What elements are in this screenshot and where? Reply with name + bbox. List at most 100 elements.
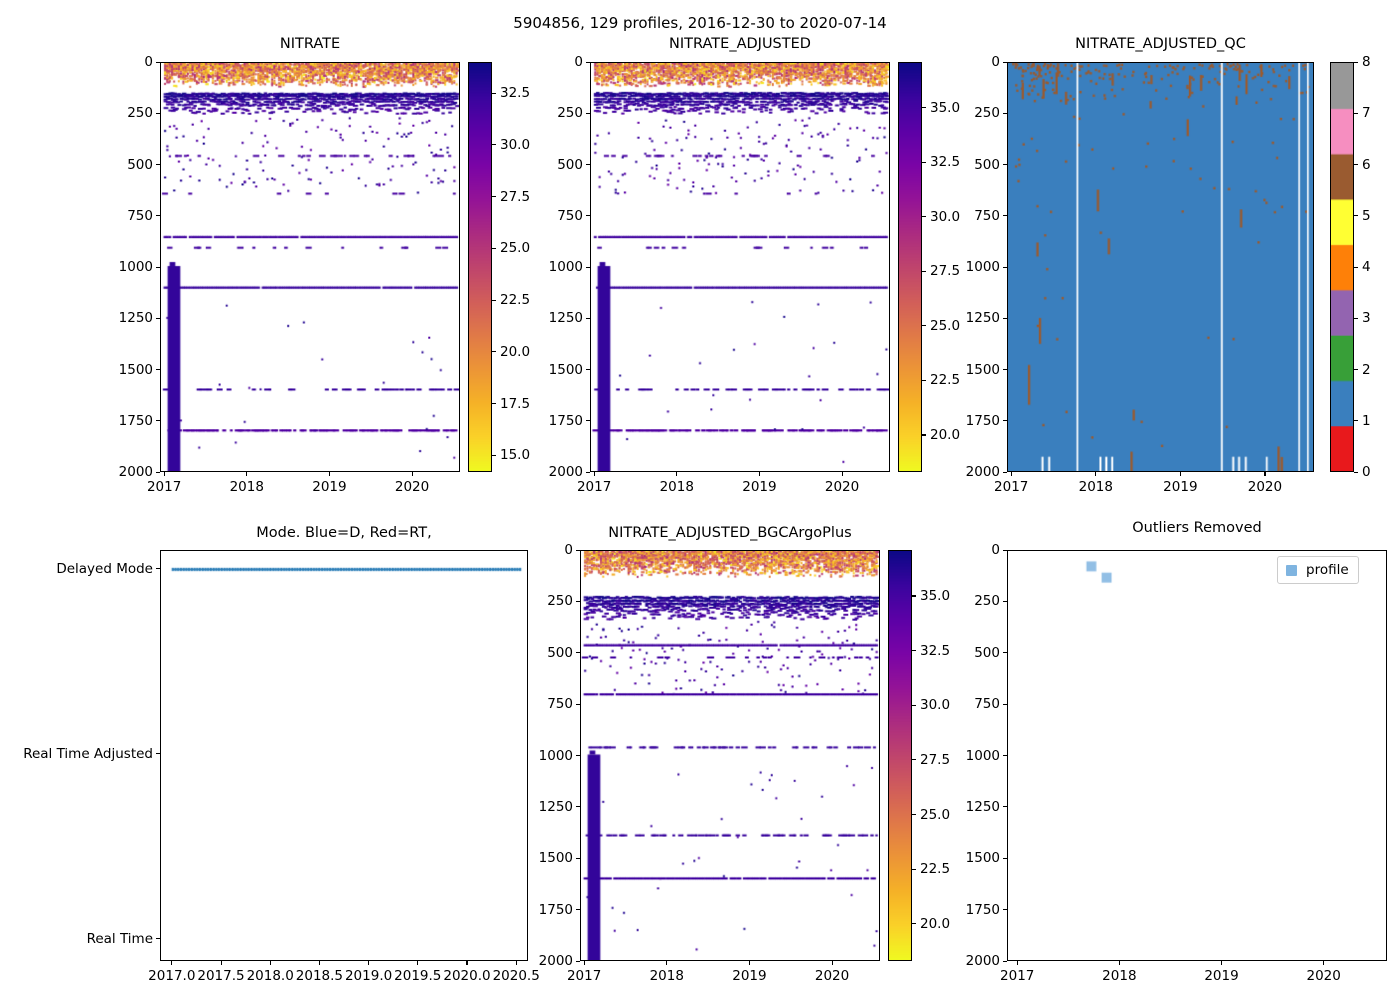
- colorbar-tick-mark: [922, 379, 926, 381]
- legend-profile-swatch: [1286, 564, 1297, 576]
- ytick-label: 0: [144, 54, 153, 70]
- xtick-mark: [748, 961, 750, 965]
- ytick-mark: [1003, 317, 1007, 319]
- ytick-mark: [156, 568, 160, 570]
- ytick-label: 1500: [965, 361, 1000, 378]
- colorbar-qc-tick-mark: [1354, 317, 1358, 319]
- ytick-mark: [1003, 61, 1007, 63]
- ytick-mark: [1003, 755, 1007, 757]
- ytick-label: 1000: [965, 259, 1000, 275]
- colorbar-qc[interactable]: [1330, 62, 1354, 472]
- ytick-label: 1250: [548, 310, 583, 327]
- ytick-mark: [1003, 215, 1007, 217]
- colorbar-tick-label: 35.0: [920, 587, 951, 604]
- colorbar-tick-mark: [492, 196, 496, 198]
- bgcargoplus-plot-area: [581, 551, 879, 960]
- xtick-label: 2019: [732, 968, 767, 984]
- ytick-mark: [576, 806, 580, 808]
- colorbar-tick-label: 32.5: [500, 85, 531, 102]
- ytick-mark: [1003, 857, 1007, 859]
- ytick-label: 1250: [965, 310, 1000, 327]
- xtick-mark: [328, 472, 330, 476]
- xtick-label: 2017: [994, 479, 1029, 495]
- axes-nitrate-adjusted-qc[interactable]: [1007, 62, 1314, 472]
- ytick-label: 0: [564, 542, 573, 558]
- colorbar-nitrate-adjusted-gradient: [899, 63, 921, 471]
- xtick-mark: [583, 961, 585, 965]
- ytick-label: 250: [974, 105, 1000, 122]
- panel-mode: Mode. Blue=D, Red=RT, Gray=Real Time Adj…: [160, 508, 528, 968]
- ytick-mark: [586, 471, 590, 473]
- panel-nitrate: NITRATE: [160, 36, 460, 486]
- axes-nitrate[interactable]: [160, 62, 460, 472]
- outliers-plot-area: [1008, 551, 1386, 960]
- nitrate-plot-area: [161, 63, 459, 471]
- ytick-label: 1250: [538, 798, 573, 815]
- xtick-mark: [1016, 961, 1018, 965]
- ytick-label: 0: [574, 54, 583, 70]
- ytick-mark: [576, 857, 580, 859]
- axes-nitrate-adjusted[interactable]: [590, 62, 890, 472]
- colorbar-tick-label: 22.5: [930, 372, 961, 389]
- xtick-label: 2018: [229, 479, 264, 495]
- xtick-mark: [758, 472, 760, 476]
- colorbar-tick-mark: [492, 299, 496, 301]
- colorbar-tick-label: 25.0: [920, 806, 951, 823]
- xtick-label: 2019.5: [394, 968, 442, 984]
- colorbar-tick-label: 20.0: [930, 426, 961, 443]
- ytick-mark: [156, 215, 160, 217]
- xtick-label: 2019: [312, 479, 347, 495]
- ytick-label: Real Time: [86, 930, 153, 947]
- axes-outliers-removed[interactable]: [1007, 550, 1387, 961]
- colorbar-qc-tick-label: 0: [1362, 464, 1371, 480]
- xtick-label: 2019.0: [344, 968, 393, 984]
- xtick-label: 2017: [1000, 968, 1035, 984]
- ytick-label: 250: [974, 593, 1000, 610]
- colorbar-qc-tick-mark: [1354, 369, 1358, 371]
- xtick-mark: [666, 961, 668, 965]
- xtick-label: 2018: [659, 479, 694, 495]
- xtick-mark: [1010, 472, 1012, 476]
- xtick-label: 2019: [742, 479, 777, 495]
- ytick-mark: [586, 164, 590, 166]
- ytick-mark: [576, 960, 580, 962]
- colorbar-tick-mark: [922, 216, 926, 218]
- ytick-mark: [1003, 652, 1007, 654]
- xtick-mark: [676, 472, 678, 476]
- colorbar-tick-label: 20.0: [920, 915, 951, 932]
- colorbar-qc-tick-label: 2: [1362, 361, 1371, 378]
- colorbar-tick-mark: [912, 595, 916, 597]
- ytick-mark: [156, 317, 160, 319]
- ytick-mark: [156, 164, 160, 166]
- panel-nitrate-title: NITRATE: [279, 36, 341, 52]
- colorbar-nitrate[interactable]: [468, 62, 492, 472]
- ytick-label: 2000: [118, 464, 153, 480]
- ytick-label: 1750: [538, 901, 573, 918]
- colorbar-tick-label: 17.5: [500, 395, 531, 412]
- axes-mode[interactable]: [160, 550, 528, 961]
- ytick-mark: [586, 369, 590, 371]
- legend-outliers[interactable]: profile: [1277, 556, 1359, 584]
- ytick-mark: [1003, 369, 1007, 371]
- ytick-label: 250: [557, 105, 583, 122]
- colorbar-qc-tick-label: 7: [1362, 105, 1371, 122]
- ytick-label: 500: [974, 644, 1000, 661]
- ytick-mark: [586, 317, 590, 319]
- colorbar-bgcargoplus[interactable]: [888, 550, 912, 961]
- colorbar-tick-label: 32.5: [920, 642, 951, 659]
- xtick-label: 2020: [394, 479, 430, 495]
- axes-bgcargoplus[interactable]: [580, 550, 880, 961]
- ytick-mark: [1003, 960, 1007, 962]
- xtick-mark: [417, 961, 419, 965]
- ytick-label: 1000: [118, 259, 153, 275]
- colorbar-tick-mark: [922, 434, 926, 436]
- nitrate-adjusted-plot-area: [591, 63, 889, 471]
- ytick-mark: [576, 703, 580, 705]
- ytick-mark: [1003, 112, 1007, 114]
- ytick-mark: [1003, 703, 1007, 705]
- ytick-mark: [156, 753, 160, 755]
- colorbar-tick-mark: [492, 144, 496, 146]
- colorbar-tick-mark: [912, 868, 916, 870]
- colorbar-nitrate-adjusted[interactable]: [898, 62, 922, 472]
- colorbar-qc-tick-mark: [1354, 164, 1358, 166]
